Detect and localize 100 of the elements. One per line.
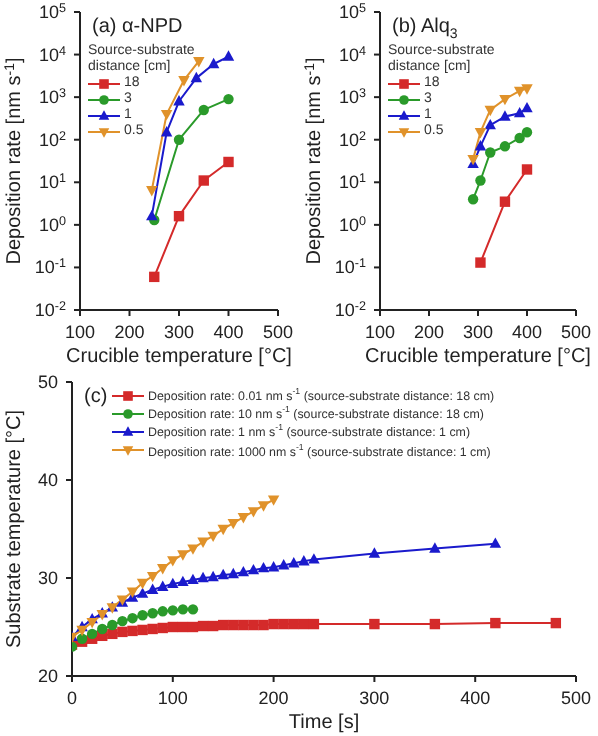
point: [550, 617, 562, 629]
point: [157, 564, 169, 575]
point: [146, 186, 158, 197]
y-tick-label: 10$^{5}$: [338, 1, 367, 22]
point: [475, 257, 486, 268]
y-tick-label: 10$^{3}$: [338, 86, 367, 108]
point: [187, 544, 199, 555]
point: [298, 618, 310, 630]
point: [167, 577, 179, 589]
point: [198, 175, 209, 186]
point: [160, 125, 173, 137]
point: [187, 573, 199, 585]
point: [298, 555, 310, 566]
y-tick-label: 10$^{3}$: [38, 86, 67, 108]
point: [521, 101, 533, 113]
point: [117, 615, 128, 627]
x-tick-label: 400: [213, 322, 244, 342]
point: [167, 556, 179, 567]
point: [513, 106, 526, 118]
point: [157, 580, 169, 591]
y-tick-label: 10$^{4}$: [38, 43, 67, 65]
point: [467, 194, 479, 205]
chart-title: (b) Alq$_{3}$: [392, 16, 458, 42]
point: [173, 134, 185, 145]
point: [157, 606, 168, 617]
x-tick-label: 500: [262, 322, 294, 342]
point: [499, 94, 511, 106]
point: [197, 571, 209, 583]
point: [268, 618, 279, 630]
point: [207, 570, 219, 582]
point: [484, 118, 496, 130]
point: [137, 610, 148, 621]
point: [137, 624, 148, 636]
point: [107, 619, 118, 631]
point: [257, 561, 270, 573]
point: [278, 618, 289, 630]
point: [474, 140, 487, 151]
point: [187, 604, 199, 615]
point: [257, 501, 270, 512]
point: [193, 57, 205, 68]
y-tick-label: 40: [37, 470, 58, 490]
point: [277, 559, 290, 570]
point: [107, 628, 118, 640]
point: [369, 618, 380, 630]
point: [207, 531, 219, 543]
point: [227, 518, 239, 530]
point: [207, 57, 220, 69]
point: [217, 568, 229, 580]
x-tick-label: 400: [511, 322, 543, 342]
point: [499, 110, 511, 121]
point: [429, 618, 441, 630]
point: [247, 563, 260, 575]
point: [177, 604, 189, 615]
point: [136, 587, 149, 598]
point: [267, 495, 280, 506]
x-tick-label: 100: [364, 322, 396, 342]
point: [160, 109, 173, 121]
point: [474, 128, 487, 139]
x-tick-label: 300: [359, 688, 390, 708]
x-tick-label: 100: [64, 322, 96, 342]
point: [499, 196, 511, 207]
point: [136, 578, 149, 590]
point: [173, 95, 185, 106]
point: [198, 104, 209, 116]
point: [227, 567, 239, 579]
point: [247, 507, 260, 518]
x-tick-label: 300: [462, 322, 494, 342]
point: [475, 175, 486, 186]
point: [127, 612, 138, 624]
x-axis-title: Crucible temperature [°C]: [365, 346, 592, 368]
y-tick-label: 10$^{2}$: [38, 128, 67, 150]
point: [173, 210, 185, 222]
x-tick-label: 400: [460, 688, 491, 708]
y-tick-label: 50: [37, 372, 58, 392]
point: [485, 147, 496, 158]
y-tick-label: 10$^{-2}$: [334, 299, 367, 320]
y-tick-label: 10$^{5}$: [38, 1, 67, 22]
point: [178, 76, 190, 87]
point: [157, 622, 168, 634]
point: [248, 619, 259, 631]
point: [258, 619, 269, 631]
point: [86, 617, 98, 629]
y-tick-label: 10$^{0}$: [338, 213, 367, 235]
y-tick-label: 30: [37, 568, 58, 588]
point: [190, 71, 203, 83]
point: [499, 141, 511, 152]
point: [167, 605, 178, 616]
point: [368, 547, 381, 558]
point: [308, 618, 320, 630]
point: [223, 156, 234, 168]
point: [149, 271, 160, 283]
point: [222, 50, 235, 61]
chart-title: (c): [84, 386, 108, 408]
x-tick-label: 100: [157, 688, 188, 708]
point: [228, 619, 239, 631]
x-axis-title: Crucible temperature [°C]: [66, 346, 293, 368]
point: [237, 565, 250, 577]
y-tick-label: 10$^{4}$: [338, 43, 367, 65]
x-axis-title: Time [s]: [288, 712, 360, 734]
point: [288, 618, 299, 630]
